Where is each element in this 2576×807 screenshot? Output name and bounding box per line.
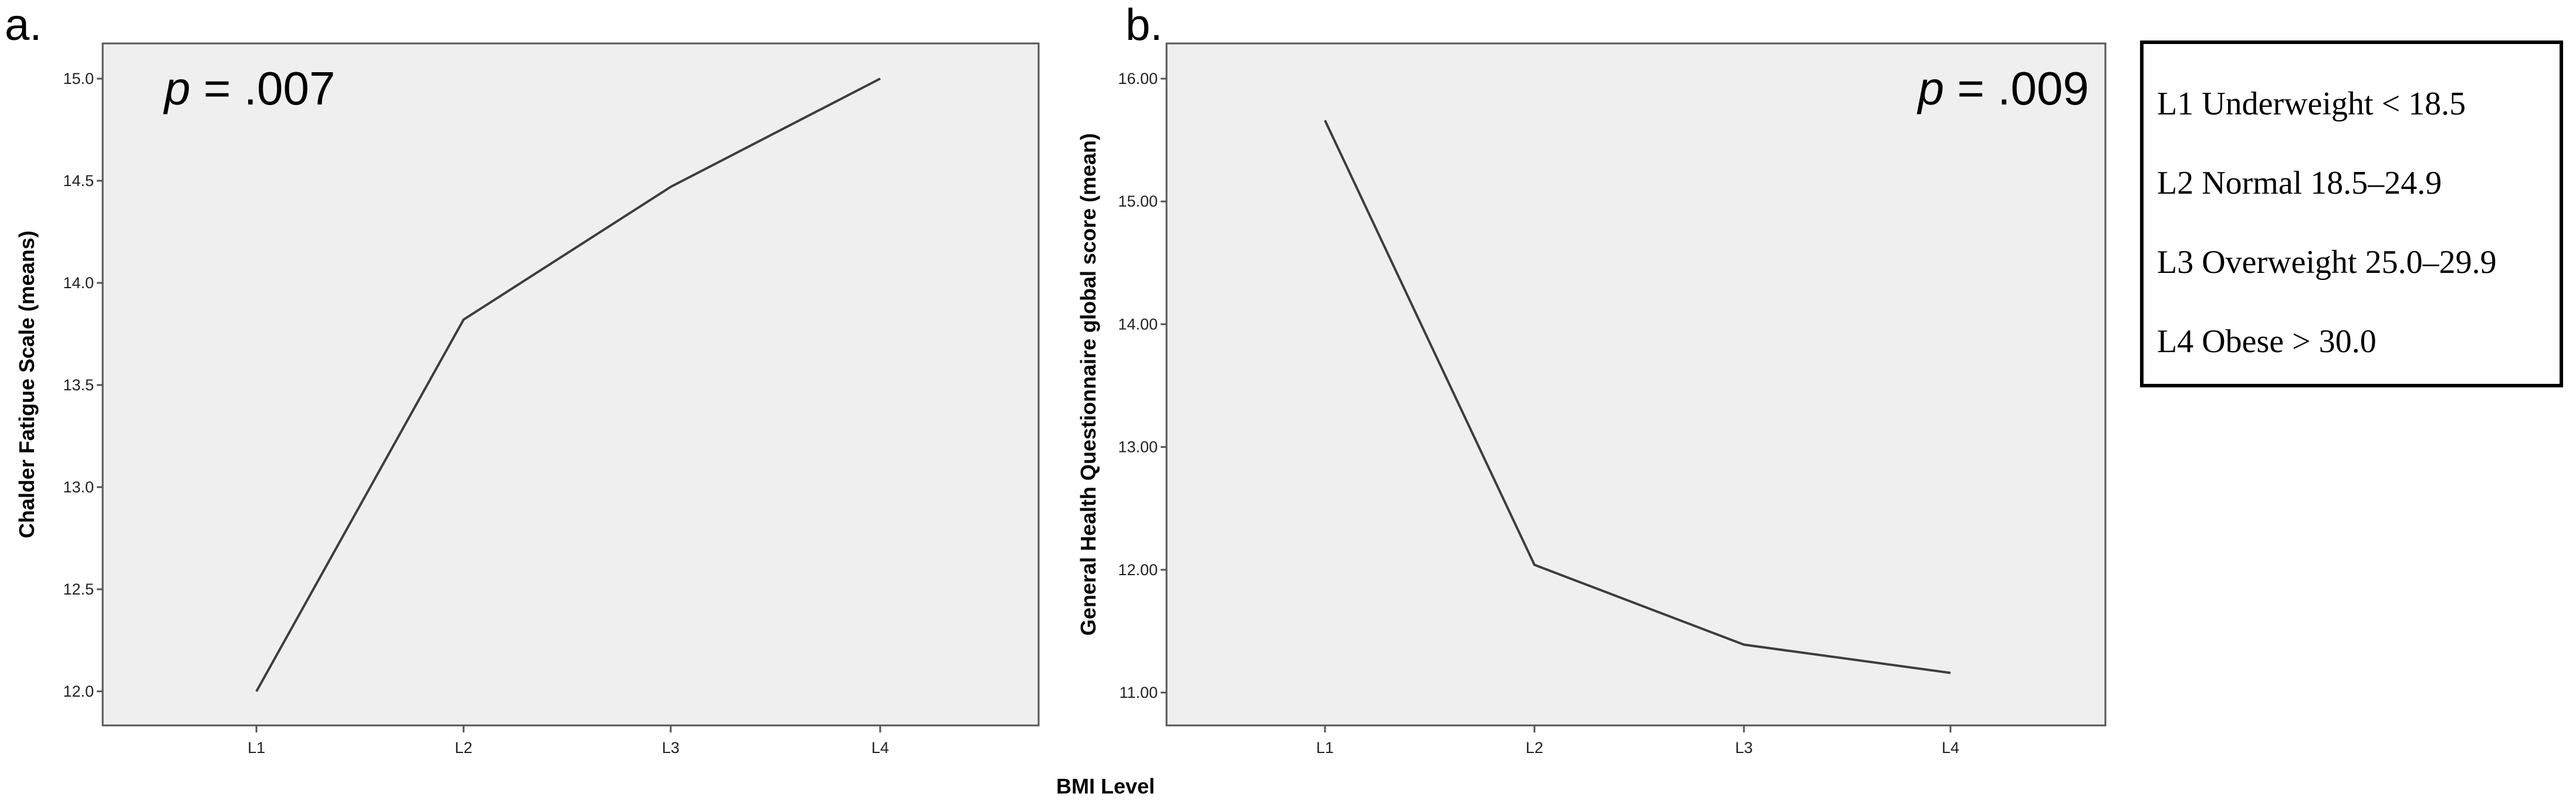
chart-a: a. 12.0 12.5 13.0 13.5 14.0 14.5 15.0 L1 L2 L3 L4…: [5, 0, 1040, 757]
x-tick-label: L2: [455, 739, 472, 757]
p-value-b: p = .009: [1917, 62, 2089, 114]
x-tick-label: L4: [871, 739, 889, 757]
series-b: [1324, 120, 1951, 674]
data-point: [256, 691, 257, 692]
legend-item-l3: L3 Overweight 25.0–29.9: [2157, 244, 2497, 281]
series-line: [255, 77, 881, 692]
y-axis-title-b: General Health Questionnaire global scor…: [1076, 133, 1100, 636]
p-value-a: p = .007: [163, 62, 335, 114]
p-value-a-symbol: p: [163, 62, 191, 114]
y-tick-label: 11.00: [1119, 684, 1158, 701]
plot-area-a: [102, 42, 1040, 727]
legend-item-l1: L1 Underweight < 18.5: [2157, 86, 2466, 122]
y-tick-label: 16.00: [1118, 70, 1158, 87]
x-tick-label: L3: [1735, 739, 1753, 757]
y-tick-label: 13.0: [63, 478, 94, 496]
y-tick-label: 12.5: [63, 580, 94, 598]
y-tick-label: 13.5: [63, 376, 94, 394]
panel-a-letter: a.: [5, 0, 42, 50]
y-tick-label: 14.5: [63, 172, 94, 190]
data-point: [1324, 120, 1326, 121]
series-line: [1324, 120, 1951, 674]
p-value-b-number: = .009: [1944, 62, 2089, 114]
y-ticks-b: 11.00 12.00 13.00 14.00 15.00 16.00: [1118, 70, 1167, 701]
legend: L1 Underweight < 18.5 L2 Normal 18.5–24.…: [2140, 40, 2563, 387]
data-point: [1743, 644, 1745, 645]
p-value-a-number: = .007: [191, 62, 336, 114]
x-tick-label: L2: [1526, 739, 1543, 757]
x-ticks-a: L1 L2 L3 L4: [248, 725, 889, 757]
y-tick-label: 15.0: [63, 70, 94, 87]
y-tick-label: 13.00: [1118, 438, 1158, 456]
legend-box: [2140, 40, 2563, 387]
panel-b-letter: b.: [1125, 0, 1162, 50]
legend-item-l4: L4 Obese > 30.0: [2157, 323, 2376, 360]
x-tick-label: L1: [1316, 739, 1334, 757]
y-tick-label: 12.00: [1118, 561, 1158, 579]
y-tick-label: 12.0: [63, 683, 94, 700]
plot-area-b: [1165, 42, 2107, 727]
series-a: [255, 77, 881, 692]
y-tick-label: 14.00: [1118, 315, 1158, 333]
y-axis-title-a: Chalder Fatigue Scale (means): [15, 231, 39, 538]
chart-b: b. 11.00 12.00 13.00 14.00 15.00 16.00 L1 L2 L3…: [1076, 0, 2107, 757]
y-ticks-a: 12.0 12.5 13.0 13.5 14.0 14.5 15.0: [63, 70, 103, 700]
y-tick-label: 15.00: [1118, 193, 1158, 210]
p-value-b-symbol: p: [1917, 62, 1945, 114]
x-tick-label: L3: [662, 739, 680, 757]
x-axis-title: BMI Level: [1056, 774, 1155, 798]
y-tick-label: 14.0: [63, 274, 94, 292]
legend-item-l2: L2 Normal 18.5–24.9: [2157, 165, 2442, 201]
x-tick-label: L4: [1942, 739, 1959, 757]
x-tick-label: L1: [248, 739, 265, 757]
x-ticks-b: L1 L2 L3 L4: [1316, 725, 1959, 757]
